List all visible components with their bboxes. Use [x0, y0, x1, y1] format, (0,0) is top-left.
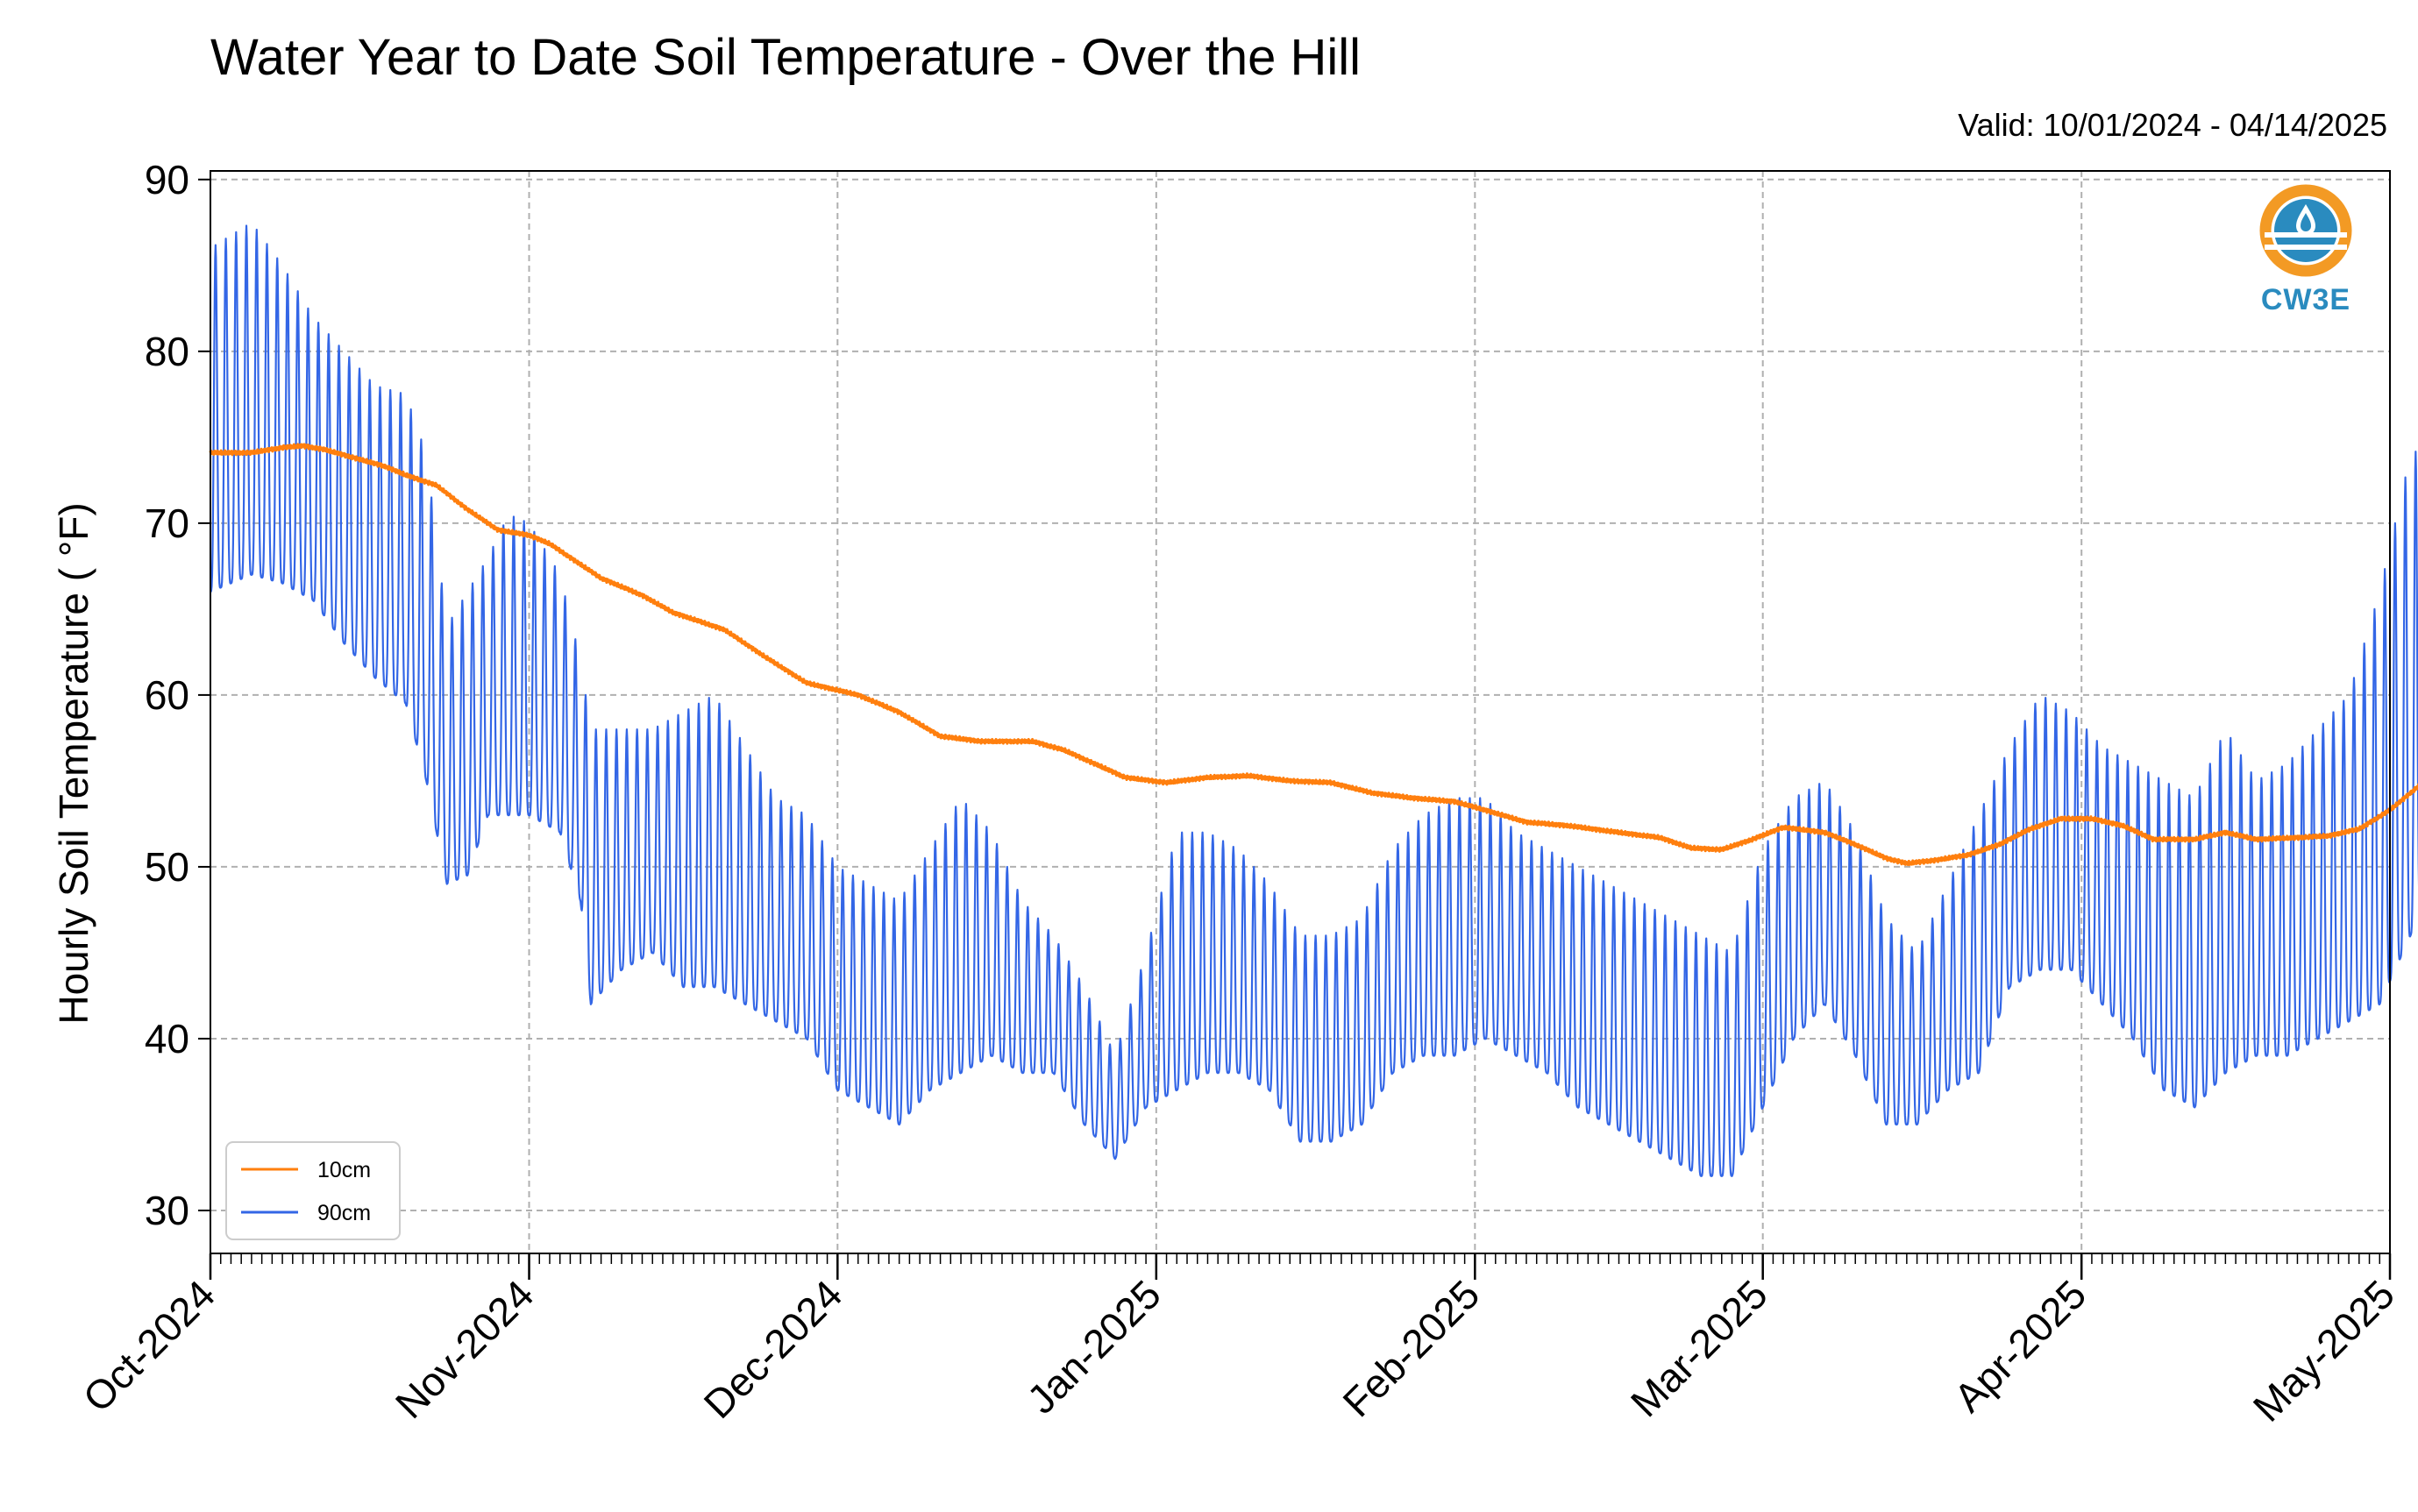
plot-frame: [210, 170, 2391, 1254]
x-tick-label: Feb-2025: [1333, 1271, 1488, 1425]
x-tick-label: Mar-2025: [1622, 1271, 1776, 1425]
logo-text: CW3E: [2260, 283, 2351, 316]
legend-label-10cm: 10cm: [317, 1158, 371, 1182]
series-lines: [209, 224, 2418, 1177]
chart-title: Water Year to Date Soil Temperature - Ov…: [210, 29, 1362, 86]
x-tick-label: Nov-2024: [387, 1271, 543, 1427]
legend-label-90cm: 90cm: [317, 1201, 371, 1225]
y-tick-label: 60: [145, 672, 189, 718]
series-line-10cm: [209, 443, 2418, 867]
x-tick-label: Jan-2025: [1018, 1271, 1169, 1422]
x-tick-label: Oct-2024: [75, 1271, 224, 1421]
x-tick-label: May-2025: [2244, 1271, 2403, 1430]
legend-box: [225, 1141, 401, 1240]
y-tick-label: 40: [145, 1016, 189, 1061]
cw3e-logo: CW3E: [2249, 180, 2363, 320]
valid-date-range: Valid: 10/01/2024 - 04/14/2025: [1958, 107, 2387, 143]
y-tick-label: 80: [145, 329, 189, 374]
y-tick-label: 30: [145, 1188, 189, 1233]
cw3e-logo-icon: [2259, 184, 2352, 277]
y-tick-label: 90: [145, 157, 189, 202]
x-tick-label: Dec-2024: [695, 1271, 851, 1427]
y-tick-label: 70: [145, 500, 189, 546]
grid-lines: [210, 171, 2390, 1253]
legend: 10cm 90cm: [225, 1141, 401, 1240]
series-line-90cm: [210, 224, 2418, 1177]
x-tick-label: Apr-2025: [1945, 1271, 2095, 1421]
y-tick-label: 50: [145, 844, 189, 890]
